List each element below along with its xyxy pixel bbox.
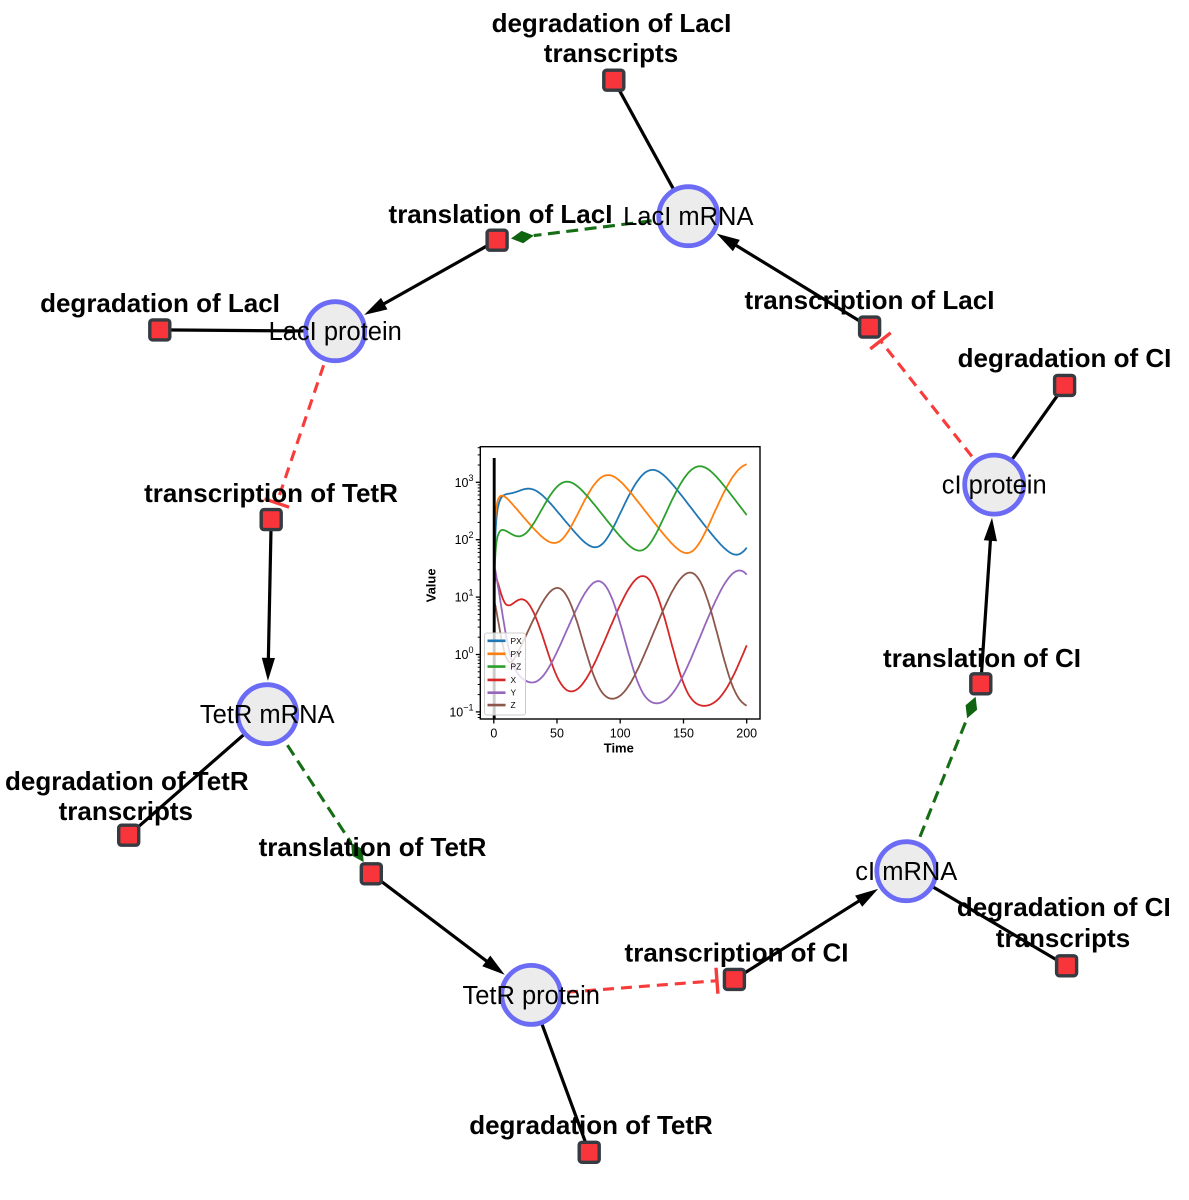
svg-text:cI mRNA: cI mRNA [855, 858, 957, 886]
svg-text:150: 150 [673, 727, 694, 741]
svg-text:translation of LacI: translation of LacI [389, 199, 613, 229]
svg-text:degradation of TetR: degradation of TetR [5, 766, 249, 796]
svg-text:0: 0 [490, 727, 497, 741]
svg-text:transcription of CI: transcription of CI [625, 938, 849, 968]
svg-text:cI protein: cI protein [942, 472, 1047, 500]
svg-text:degradation of LacI: degradation of LacI [40, 288, 280, 318]
svg-text:Value: Value [424, 568, 439, 602]
svg-text:transcripts: transcripts [544, 38, 678, 68]
svg-text:transcription of LacI: transcription of LacI [745, 285, 995, 315]
svg-text:translation of TetR: translation of TetR [259, 832, 487, 862]
svg-text:PY: PY [511, 649, 523, 659]
svg-text:PX: PX [511, 636, 523, 646]
svg-text:TetR protein: TetR protein [462, 982, 600, 1010]
svg-text:degradation of TetR: degradation of TetR [469, 1110, 713, 1140]
svg-text:TetR mRNA: TetR mRNA [200, 701, 335, 729]
svg-text:translation of CI: translation of CI [883, 643, 1081, 673]
svg-text:50: 50 [550, 727, 564, 741]
svg-text:transcripts: transcripts [996, 923, 1130, 953]
svg-text:200: 200 [736, 727, 757, 741]
svg-text:degradation of CI: degradation of CI [957, 892, 1171, 922]
svg-text:PZ: PZ [511, 662, 522, 672]
svg-text:LacI protein: LacI protein [269, 318, 402, 346]
svg-text:100: 100 [610, 727, 631, 741]
svg-text:Z: Z [511, 700, 516, 710]
svg-text:Time: Time [604, 741, 634, 756]
svg-text:degradation of LacI: degradation of LacI [492, 8, 732, 38]
svg-text:Y: Y [511, 688, 517, 698]
svg-text:transcription of TetR: transcription of TetR [144, 478, 398, 508]
svg-text:degradation of CI: degradation of CI [958, 343, 1172, 373]
svg-text:LacI mRNA: LacI mRNA [623, 203, 753, 231]
svg-text:transcripts: transcripts [59, 796, 193, 826]
svg-text:X: X [511, 675, 517, 685]
